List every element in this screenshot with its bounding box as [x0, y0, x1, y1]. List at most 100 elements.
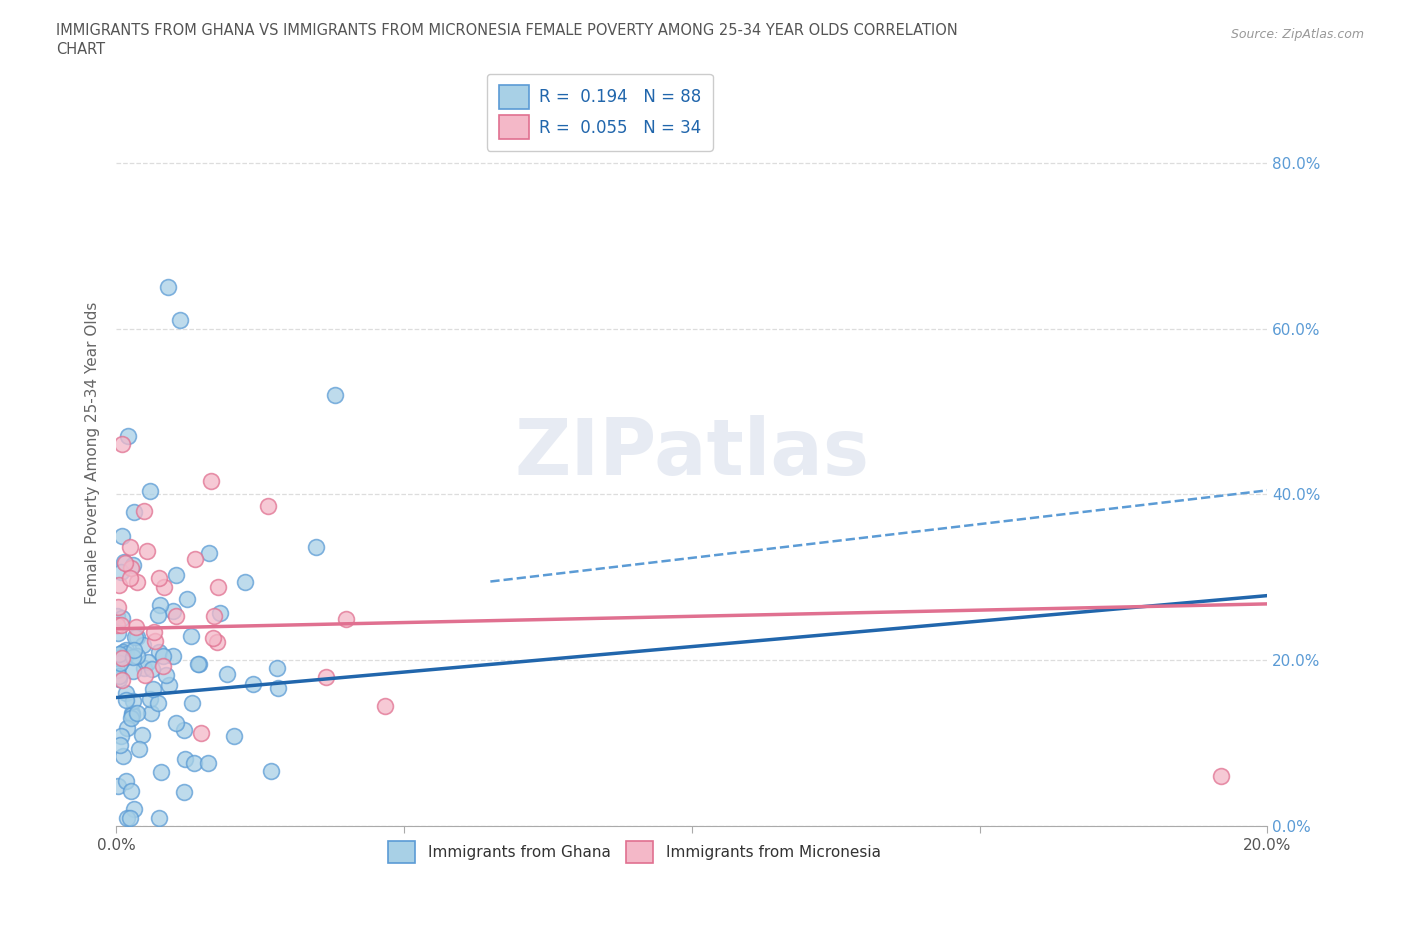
Point: [205, 635, 228, 650]
Point: [112, 748, 135, 763]
Point: [108, 656, 131, 671]
Point: [260, 764, 283, 778]
Point: [222, 729, 245, 744]
Point: [105, 609, 128, 624]
Point: [152, 659, 174, 674]
Point: [201, 631, 224, 645]
Point: [121, 708, 143, 723]
Point: [242, 677, 264, 692]
Point: [335, 611, 357, 626]
Point: [173, 723, 195, 737]
Point: [215, 667, 238, 682]
Point: [148, 810, 170, 825]
Point: [374, 698, 396, 713]
Point: [208, 605, 231, 620]
Point: [118, 570, 141, 585]
Point: [111, 436, 134, 451]
Point: [148, 570, 170, 585]
Point: [200, 473, 222, 488]
Point: [112, 554, 135, 569]
Point: [125, 648, 148, 663]
Point: [235, 575, 257, 590]
Text: ZIPatlas: ZIPatlas: [515, 415, 869, 491]
Text: CHART: CHART: [56, 42, 105, 57]
Point: [110, 565, 132, 579]
Point: [125, 619, 148, 634]
Point: [114, 555, 136, 570]
Point: [198, 546, 221, 561]
Point: [134, 660, 156, 675]
Point: [142, 624, 165, 639]
Point: [135, 544, 157, 559]
Point: [121, 706, 143, 721]
Point: [115, 721, 138, 736]
Point: [173, 784, 195, 799]
Point: [108, 671, 131, 686]
Point: [114, 649, 136, 664]
Point: [107, 626, 129, 641]
Point: [134, 668, 156, 683]
Point: [105, 618, 128, 632]
Point: [124, 629, 146, 644]
Point: [305, 539, 328, 554]
Point: [207, 579, 229, 594]
Point: [115, 693, 138, 708]
Point: [108, 737, 131, 752]
Point: [142, 681, 165, 696]
Point: [108, 647, 131, 662]
Point: [122, 649, 145, 664]
Point: [120, 561, 142, 576]
Point: [122, 694, 145, 709]
Point: [122, 558, 145, 573]
Point: [166, 716, 188, 731]
Point: [112, 644, 135, 659]
Point: [110, 729, 132, 744]
Point: [162, 604, 184, 618]
Point: [136, 654, 159, 669]
Point: [139, 484, 162, 498]
Point: [132, 504, 155, 519]
Point: [111, 650, 134, 665]
Y-axis label: Female Poverty Among 25-34 Year Olds: Female Poverty Among 25-34 Year Olds: [86, 302, 100, 604]
Point: [105, 663, 128, 678]
Point: [148, 607, 170, 622]
Point: [155, 668, 177, 683]
Point: [111, 528, 134, 543]
Point: [145, 633, 167, 648]
Legend: Immigrants from Ghana, Immigrants from Micronesia: Immigrants from Ghana, Immigrants from M…: [380, 833, 889, 870]
Point: [153, 579, 176, 594]
Point: [114, 685, 136, 700]
Point: [266, 660, 288, 675]
Point: [169, 313, 191, 328]
Point: [111, 672, 134, 687]
Point: [131, 728, 153, 743]
Point: [120, 810, 142, 825]
Point: [187, 657, 209, 671]
Point: [114, 642, 136, 657]
Point: [107, 778, 129, 793]
Point: [162, 648, 184, 663]
Point: [150, 764, 173, 779]
Point: [115, 773, 138, 788]
Point: [176, 592, 198, 607]
Point: [138, 691, 160, 706]
Point: [157, 280, 180, 295]
Point: [183, 755, 205, 770]
Point: [186, 656, 208, 671]
Point: [120, 784, 142, 799]
Point: [165, 608, 187, 623]
Point: [117, 429, 139, 444]
Point: [202, 608, 225, 623]
Point: [149, 598, 172, 613]
Point: [111, 611, 134, 626]
Point: [157, 678, 180, 693]
Point: [257, 498, 280, 513]
Point: [125, 706, 148, 721]
Point: [122, 664, 145, 679]
Point: [125, 575, 148, 590]
Point: [118, 540, 141, 555]
Point: [184, 552, 207, 567]
Point: [107, 650, 129, 665]
Text: IMMIGRANTS FROM GHANA VS IMMIGRANTS FROM MICRONESIA FEMALE POVERTY AMONG 25-34 Y: IMMIGRANTS FROM GHANA VS IMMIGRANTS FROM…: [56, 23, 957, 38]
Point: [124, 505, 146, 520]
